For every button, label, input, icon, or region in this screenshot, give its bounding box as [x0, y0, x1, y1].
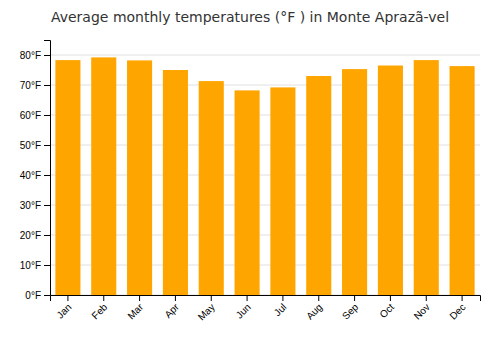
y-tick-label: 20°F — [20, 230, 41, 241]
y-tick-label: 10°F — [20, 260, 41, 271]
x-tick-label: Jan — [54, 301, 73, 320]
y-tick: 10°F — [20, 260, 50, 271]
plot-area — [55, 57, 474, 295]
x-tick-mark — [390, 295, 391, 301]
x-axis-line — [51, 296, 481, 302]
y-tick-label: 70°F — [20, 80, 41, 91]
x-tick-label: May — [196, 301, 217, 322]
y-tick-mark — [44, 85, 50, 86]
bar — [270, 87, 295, 295]
bar — [378, 66, 403, 296]
y-axis-line — [44, 41, 51, 296]
y-tick-label: 80°F — [20, 50, 41, 61]
y-tick: 70°F — [20, 80, 50, 91]
y-tick: 20°F — [20, 230, 50, 241]
x-axis: Jan Feb Mar Apr May Jun Jul Aug Sep Oct Nov Dec — [51, 295, 481, 323]
y-tick: 60°F — [20, 110, 50, 121]
bar — [91, 57, 116, 295]
bar — [450, 66, 475, 295]
bar — [127, 60, 152, 295]
y-tick-label: 50°F — [20, 140, 41, 151]
x-tick: Oct — [377, 295, 396, 320]
grid-line — [50, 55, 480, 56]
x-tick: Mar — [125, 295, 145, 321]
x-tick: Dec — [447, 295, 467, 322]
x-tick-label: Nov — [412, 301, 432, 321]
x-tick: Jun — [234, 295, 253, 321]
y-tick-label: 30°F — [20, 200, 41, 211]
bar — [235, 90, 260, 295]
x-tick-mark — [282, 295, 283, 301]
x-tick-mark — [103, 295, 104, 301]
x-tick: Jul — [272, 295, 289, 318]
x-tick-mark — [139, 295, 140, 301]
y-tick-mark — [44, 235, 50, 236]
x-tick-mark — [67, 295, 68, 301]
y-tick-mark — [44, 55, 50, 56]
bar — [306, 76, 331, 295]
grid — [50, 55, 480, 295]
y-tick-mark — [44, 265, 50, 266]
x-tick-label: Apr — [162, 301, 181, 320]
chart: 0°F 10°F 20°F 30°F 40°F 50°F 60°F 70°F 80°F Jan Fe… — [0, 0, 500, 350]
y-tick-label: 40°F — [20, 170, 41, 181]
x-tick: Nov — [412, 295, 432, 322]
bar — [414, 60, 439, 295]
x-tick: Aug — [304, 295, 324, 322]
x-tick-mark — [462, 295, 463, 301]
x-tick-label: Feb — [89, 301, 109, 321]
y-tick-mark — [44, 115, 50, 116]
x-tick-label: Mar — [125, 301, 145, 321]
y-axis: 0°F 10°F 20°F 30°F 40°F 50°F 60°F 70°F 80°F — [20, 41, 51, 301]
x-tick-label: Jul — [272, 301, 289, 318]
y-tick-label: 0°F — [25, 290, 41, 301]
y-tick: 30°F — [20, 200, 50, 211]
bar — [163, 70, 188, 295]
y-tick-mark — [44, 205, 50, 206]
bar — [342, 69, 367, 295]
x-tick-mark — [426, 295, 427, 301]
y-tick: 80°F — [20, 50, 50, 61]
x-tick: Sep — [340, 295, 361, 322]
x-tick-mark — [211, 295, 212, 301]
x-tick-mark — [354, 295, 355, 301]
x-tick-label: Aug — [304, 301, 324, 321]
bar — [199, 81, 224, 295]
y-tick-label: 60°F — [20, 110, 41, 121]
x-tick: Apr — [162, 295, 181, 320]
x-tick-mark — [175, 295, 176, 301]
x-tick-mark — [318, 295, 319, 301]
x-tick-label: Dec — [447, 301, 467, 321]
x-tick-label: Oct — [377, 301, 396, 320]
y-tick: 40°F — [20, 170, 50, 181]
y-tick: 50°F — [20, 140, 50, 151]
x-tick-label: Jun — [234, 301, 253, 320]
x-tick-mark — [247, 295, 248, 301]
y-tick-mark — [44, 175, 50, 176]
y-tick-mark — [44, 145, 50, 146]
title: Average monthly temperatures (°F ) in Mo… — [51, 9, 449, 25]
y-tick-mark — [44, 295, 50, 296]
x-tick-label: Sep — [340, 301, 361, 322]
y-tick: 0°F — [25, 290, 50, 301]
x-tick: Feb — [89, 295, 109, 321]
x-tick: Jan — [54, 295, 73, 321]
bar — [55, 60, 80, 295]
x-tick: May — [196, 295, 217, 323]
